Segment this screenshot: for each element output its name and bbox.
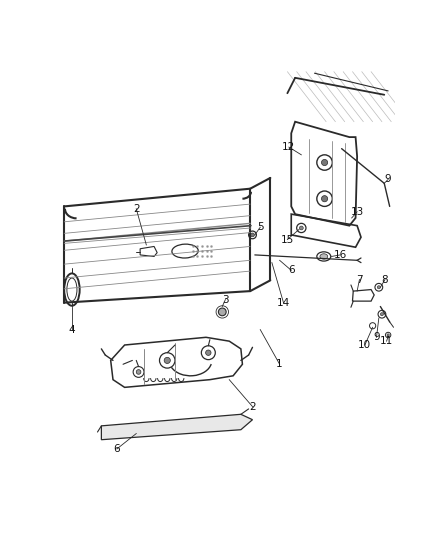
Text: 7: 7 (355, 274, 362, 285)
Circle shape (321, 196, 327, 202)
Text: 9: 9 (384, 174, 391, 184)
Text: 9: 9 (372, 332, 379, 342)
Circle shape (379, 313, 383, 316)
Ellipse shape (319, 254, 327, 259)
Text: 6: 6 (113, 444, 120, 454)
Circle shape (218, 308, 226, 316)
Text: 3: 3 (222, 295, 228, 304)
Circle shape (299, 226, 303, 230)
Circle shape (250, 233, 254, 237)
Text: 8: 8 (381, 274, 388, 285)
Circle shape (136, 370, 141, 374)
Text: 6: 6 (287, 265, 294, 276)
Text: 5: 5 (256, 222, 263, 232)
Circle shape (205, 350, 211, 356)
Circle shape (321, 159, 327, 166)
Circle shape (376, 286, 379, 289)
Text: 11: 11 (379, 336, 392, 346)
Text: 2: 2 (249, 401, 255, 411)
Polygon shape (101, 414, 252, 440)
Text: 1: 1 (276, 359, 283, 369)
Text: 4: 4 (68, 325, 75, 335)
Text: 2: 2 (133, 204, 139, 214)
Text: 14: 14 (276, 297, 290, 308)
Circle shape (164, 357, 170, 364)
Text: 12: 12 (282, 142, 295, 152)
Text: 13: 13 (350, 207, 363, 217)
Text: 15: 15 (280, 235, 293, 245)
Circle shape (386, 334, 389, 336)
Text: 10: 10 (357, 340, 371, 350)
Text: 16: 16 (333, 250, 346, 260)
